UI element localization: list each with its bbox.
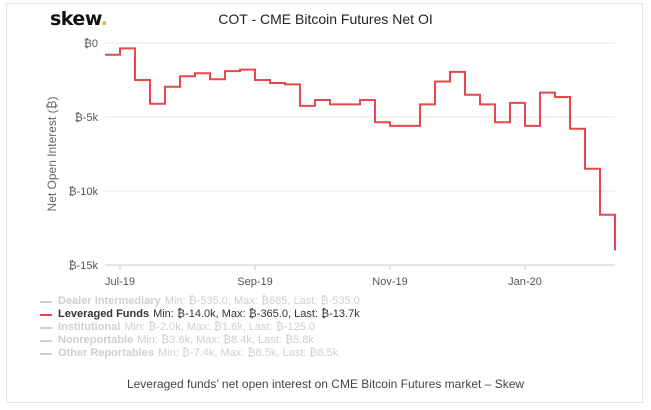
- series-line-leveraged-funds: [105, 47, 616, 251]
- figure-caption: Leveraged funds’ net open interest on CM…: [126, 377, 525, 391]
- legend-series-name: Dealer Intermediary: [58, 295, 161, 307]
- legend-item[interactable]: Institutional Min: ₿-2.0k, Max: ₿1.6k, La…: [40, 321, 360, 334]
- legend-series-name: Institutional: [58, 321, 121, 333]
- legend-series-stats: Min: ₿-2.0k, Max: ₿1.6k, Last: ₿-125.0: [124, 321, 316, 333]
- y-axis-label: Net Open Interest (₿): [45, 97, 59, 212]
- legend-item[interactable]: Nonreportable Min: ₿3.6k, Max: ₿8.4k, Las…: [40, 334, 360, 347]
- legend-series-name: Nonreportable: [58, 334, 134, 346]
- legend-series-name: Leveraged Funds: [58, 308, 150, 320]
- y-tick-label: ₿-5k: [75, 112, 99, 124]
- chart-frame: [6, 3, 643, 403]
- chart-plot: ₿0 ₿-5k ₿-10k ₿-15k Jul-19 Sep-19 Nov-19 Jan-20…: [45, 38, 616, 288]
- chart-legend: Dealer Intermediary Min: ₿-535.0, Max: ₿6…: [40, 295, 360, 360]
- legend-series-stats: Min: ₿-14.0k, Max: ₿-365.0, Last: ₿-13.7…: [153, 308, 360, 320]
- legend-swatch: [40, 300, 52, 303]
- chart-title: COT - CME Bitcoin Futures Net OI: [218, 11, 433, 27]
- y-tick-label: ₿0: [84, 38, 98, 50]
- legend-item[interactable]: Dealer Intermediary Min: ₿-535.0, Max: ₿6…: [40, 295, 360, 308]
- y-tick-label: ₿-15k: [68, 260, 98, 272]
- y-tick-label: ₿-10k: [68, 186, 98, 198]
- legend-swatch: [40, 339, 52, 342]
- legend-item[interactable]: Leveraged Funds Min: ₿-14.0k, Max: ₿-365.…: [40, 308, 360, 321]
- legend-swatch: [40, 313, 52, 316]
- legend-series-stats: Min: ₿-7.4k, Max: ₿8.5k, Last: ₿8.5k: [157, 347, 339, 359]
- legend-item[interactable]: Other Reportables Min: ₿-7.4k, Max: ₿8.5k…: [40, 347, 360, 360]
- x-tick-label: Nov-19: [372, 276, 407, 288]
- legend-series-stats: Min: ₿3.6k, Max: ₿8.4k, Last: ₿5.8k: [137, 334, 314, 346]
- x-tick-label: Jul-19: [105, 276, 135, 288]
- brand-name: skew: [50, 8, 101, 30]
- legend-swatch: [40, 352, 52, 355]
- x-tick-label: Jan-20: [508, 276, 542, 288]
- x-tick-label: Sep-19: [237, 276, 272, 288]
- brand-dot: .: [100, 8, 108, 30]
- legend-series-stats: Min: ₿-535.0, Max: ₿685, Last: ₿-535.0: [164, 295, 360, 307]
- brand-logo: skew.: [50, 8, 108, 30]
- legend-swatch: [40, 326, 52, 329]
- legend-series-name: Other Reportables: [58, 347, 154, 359]
